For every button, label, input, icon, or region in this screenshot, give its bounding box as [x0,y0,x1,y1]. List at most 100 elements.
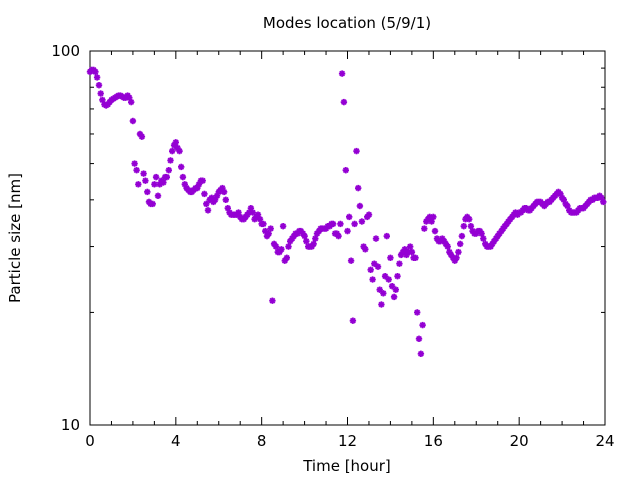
data-point [329,220,337,228]
x-tick-label: 0 [85,432,95,450]
data-point [414,309,421,316]
data-point [338,70,346,77]
data-point [177,163,185,171]
data-point [385,276,392,283]
data-point [129,117,137,125]
data-point [453,254,460,261]
data-point [419,321,426,329]
data-point [269,297,276,304]
data-point [92,68,99,76]
y-axis-label: Particle size [nm] [6,173,24,303]
data-point [222,196,230,204]
data-point [342,166,349,174]
x-tick-label: 16 [424,432,443,450]
data-point [278,246,285,253]
y-axis-tick-labels: 10 100 [51,42,80,434]
data-point [165,166,173,174]
data-point [260,220,267,228]
data-point [303,237,310,245]
data-point [340,98,348,106]
data-point [149,200,156,208]
data-point [444,243,451,250]
data-point [396,260,403,267]
data-point [154,192,162,200]
data-point [457,240,464,248]
data-point [356,202,364,210]
data-point [387,254,394,261]
data-point [220,188,228,196]
data-point [140,170,147,177]
data-point [127,98,135,106]
data-point [455,248,462,256]
data-point [372,235,380,242]
data-point [176,147,183,155]
data-point [600,198,607,206]
data-point [199,177,206,184]
data-point [365,211,373,218]
data-point [337,220,344,228]
data-point [346,213,353,221]
data-point [347,257,355,264]
data-point [431,227,439,235]
data-point [417,350,425,357]
data-point [279,222,287,230]
data-point [378,301,385,308]
data-point [95,81,103,89]
data-point [392,286,399,293]
data-point [133,166,140,174]
data-point [201,190,208,198]
y-tick-label: 10 [61,416,80,434]
x-axis-ticks [89,51,606,425]
data-point [383,232,390,240]
data-point [467,222,475,230]
data-point [167,157,174,164]
data-point [142,177,149,184]
data-point [301,232,308,240]
x-tick-label: 8 [257,432,267,450]
x-tick-label: 20 [510,432,529,450]
data-point [358,218,366,225]
data-point [267,225,274,232]
data-point [362,246,369,253]
data-point [421,225,428,232]
data-point [152,173,160,181]
x-tick-label: 12 [338,432,357,450]
data-point [351,220,358,228]
data-point [390,293,398,301]
data-point [355,184,362,192]
y-tick-label: 100 [51,42,80,60]
data-point [249,209,256,216]
data-point [272,243,280,250]
data-point [374,263,382,270]
data-point [204,207,212,214]
data-point [430,213,437,221]
data-point [460,222,467,230]
data-point [458,232,466,240]
data-point [283,254,290,261]
data-point [312,235,319,242]
x-tick-label: 4 [171,432,181,450]
data-point [179,173,187,181]
data-point [160,179,167,186]
data-point [93,74,101,81]
data-point [144,188,151,196]
data-point [480,235,487,242]
data-point [408,248,416,256]
data-point [380,290,387,297]
data-point [168,147,176,155]
data-point [265,230,272,237]
data-point [131,160,138,167]
x-axis-tick-labels: 0 4 8 12 16 20 24 [85,432,614,450]
data-point [466,215,473,223]
data-points [86,66,607,357]
data-point [367,266,374,273]
data-point [163,173,171,181]
data-point [412,254,419,261]
data-point [394,273,401,280]
data-point [135,181,142,188]
data-point [344,227,351,235]
x-tick-label: 24 [595,432,614,450]
data-point [335,232,342,240]
